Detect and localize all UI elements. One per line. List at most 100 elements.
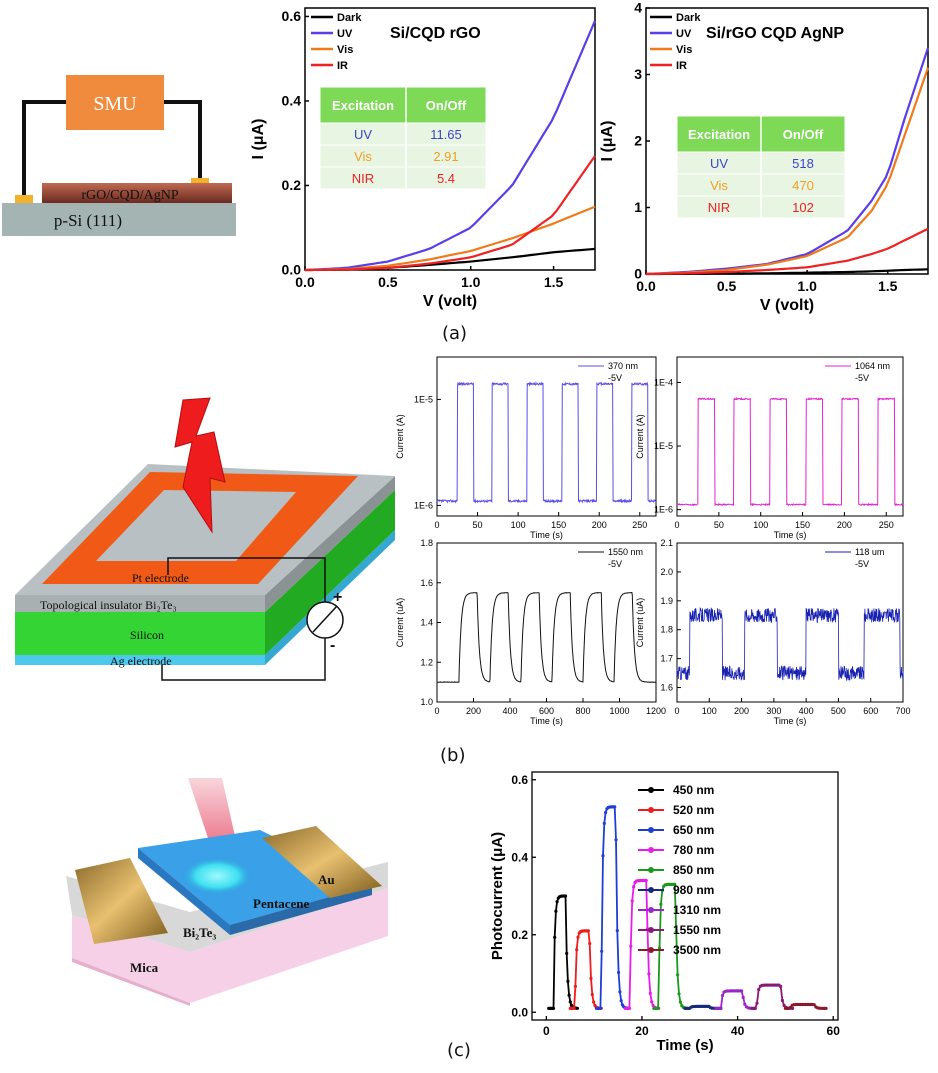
- legend-bias: -5V: [855, 559, 869, 569]
- legend-label: Vis: [337, 44, 353, 56]
- legend-marker: [648, 807, 654, 813]
- silicon-side: [265, 490, 395, 655]
- x-tick-label: 100: [702, 706, 717, 716]
- table-cell: 11.65: [430, 127, 462, 142]
- y-tick-label: 1.8: [420, 538, 433, 548]
- data-point: [575, 948, 579, 952]
- wire-right: [164, 100, 202, 178]
- pentacene-layer: [138, 830, 372, 925]
- x-axis-label: Time (s): [774, 530, 807, 540]
- table-row: [319, 166, 487, 190]
- y-axis-label: I (μA): [250, 119, 267, 160]
- x-tick-label: 400: [799, 706, 814, 716]
- y-tick-label: 0.2: [511, 928, 528, 942]
- y-tick-label: 0.6: [511, 773, 528, 787]
- x-tick-label: 300: [766, 706, 781, 716]
- au-label: Au: [318, 872, 335, 887]
- x-tick-label: 0: [434, 520, 439, 530]
- table-header-cell: Excitation: [688, 127, 750, 142]
- table-cell: Vis: [354, 149, 372, 164]
- data-point: [644, 878, 648, 883]
- photocurrent-trace: [716, 990, 755, 1010]
- legend-marker: [648, 827, 654, 833]
- au-pad-left: [75, 858, 168, 944]
- data-point: [566, 979, 570, 984]
- x-tick-label: 0.0: [636, 278, 656, 294]
- y-tick-label: 0.6: [282, 8, 302, 24]
- legend-label: 1310 nm: [673, 903, 721, 917]
- bi2te3-label: Bi₂Te₃: [183, 925, 216, 940]
- data-point: [572, 1006, 576, 1011]
- legend-marker: [648, 907, 654, 913]
- chart-1550nm: 0 200 400 600 800 1000 1200 1.0 1.2 1.4 1.6 1.8 Time…: [395, 538, 666, 726]
- y-tick-label: 1E-4: [654, 377, 673, 387]
- data-point: [780, 998, 785, 1003]
- data-point: [657, 946, 662, 950]
- data-point: [598, 1006, 603, 1011]
- x-tick-label: 1.0: [797, 278, 817, 294]
- x-tick-label: 400: [502, 706, 517, 716]
- data-point: [551, 1006, 556, 1011]
- x-tick-label: 60: [827, 1024, 841, 1038]
- x-tick-label: 600: [863, 706, 878, 716]
- data-point: [656, 1006, 660, 1011]
- table-cell: 2.91: [433, 149, 458, 164]
- y-axis-label: Photocurrent (μA): [489, 832, 506, 960]
- y-tick-label: 1.4: [420, 618, 433, 628]
- legend-label: 1550 nm: [673, 923, 721, 937]
- x-tick-label: 1000: [609, 706, 629, 716]
- photocurrent-trace: [548, 895, 578, 1010]
- data-point: [614, 838, 618, 842]
- au-pad-right: [262, 826, 382, 898]
- ti-side: [265, 476, 395, 612]
- data-point: [753, 1006, 757, 1011]
- onoff-table-1: Excitation On/Off UV 11.65 Vis 2.91 NIR 5.4: [319, 86, 487, 190]
- silicon-label: Silicon: [130, 628, 164, 642]
- contact-right: [191, 178, 209, 186]
- x-tick-label: 0: [674, 706, 679, 716]
- y-tick-label: 2.0: [660, 567, 673, 577]
- response-trace: [676, 396, 904, 507]
- legend-marker: [648, 787, 654, 793]
- x-tick-label: 200: [466, 706, 481, 716]
- plus-sign: +: [333, 589, 342, 606]
- series-line-ir: [645, 227, 929, 276]
- legend-label: 980 nm: [673, 883, 714, 897]
- data-point: [553, 935, 557, 939]
- legend-label: 370 nm: [608, 361, 638, 371]
- x-axis-label: V (volt): [760, 297, 814, 314]
- table-cell: 470: [792, 178, 814, 193]
- data-point: [824, 1006, 828, 1011]
- table-header-row: [319, 86, 487, 124]
- rgo-layer: [42, 183, 232, 203]
- data-point: [601, 854, 605, 858]
- y-axis-label: I (μA): [599, 121, 616, 162]
- panel-label-c: (c): [447, 1040, 471, 1061]
- data-point: [779, 984, 783, 989]
- data-point: [647, 972, 651, 976]
- data-point: [812, 1003, 816, 1007]
- legend-label: Dark: [676, 12, 701, 24]
- data-point: [613, 805, 617, 809]
- x-tick-label: 700: [895, 706, 910, 716]
- x-tick-label: 50: [473, 520, 483, 530]
- pt-window: [96, 490, 296, 561]
- plot-frame: [436, 356, 657, 517]
- data-point: [676, 973, 680, 977]
- x-axis-label: Time (s): [530, 716, 563, 726]
- y-tick-label: 3: [634, 66, 642, 82]
- table-cell: NIR: [708, 200, 730, 215]
- chart-title: Si/rGO CQD AgNP: [706, 25, 844, 42]
- table-cell: 518: [792, 156, 814, 171]
- chart-1064nm: 0 50 100 150 200 250 1E-6 1E-5 1E-4 Time (s) Curre…: [635, 356, 904, 540]
- data-point: [602, 821, 606, 826]
- y-tick-label: 1.0: [420, 697, 433, 707]
- y-tick-label: 1.9: [660, 596, 673, 606]
- silicon-front: [15, 612, 265, 655]
- legend-label: 450 nm: [673, 783, 714, 797]
- x-axis-label: Time (s): [656, 1037, 713, 1054]
- schematic-a: SMU rGO/CQD/AgNP p-Si (111): [2, 75, 236, 236]
- x-tick-label: 500: [831, 706, 846, 716]
- schematic-c: Au Pentacene Bi₂Te₃ Mica: [66, 778, 388, 1006]
- data-point: [586, 929, 591, 933]
